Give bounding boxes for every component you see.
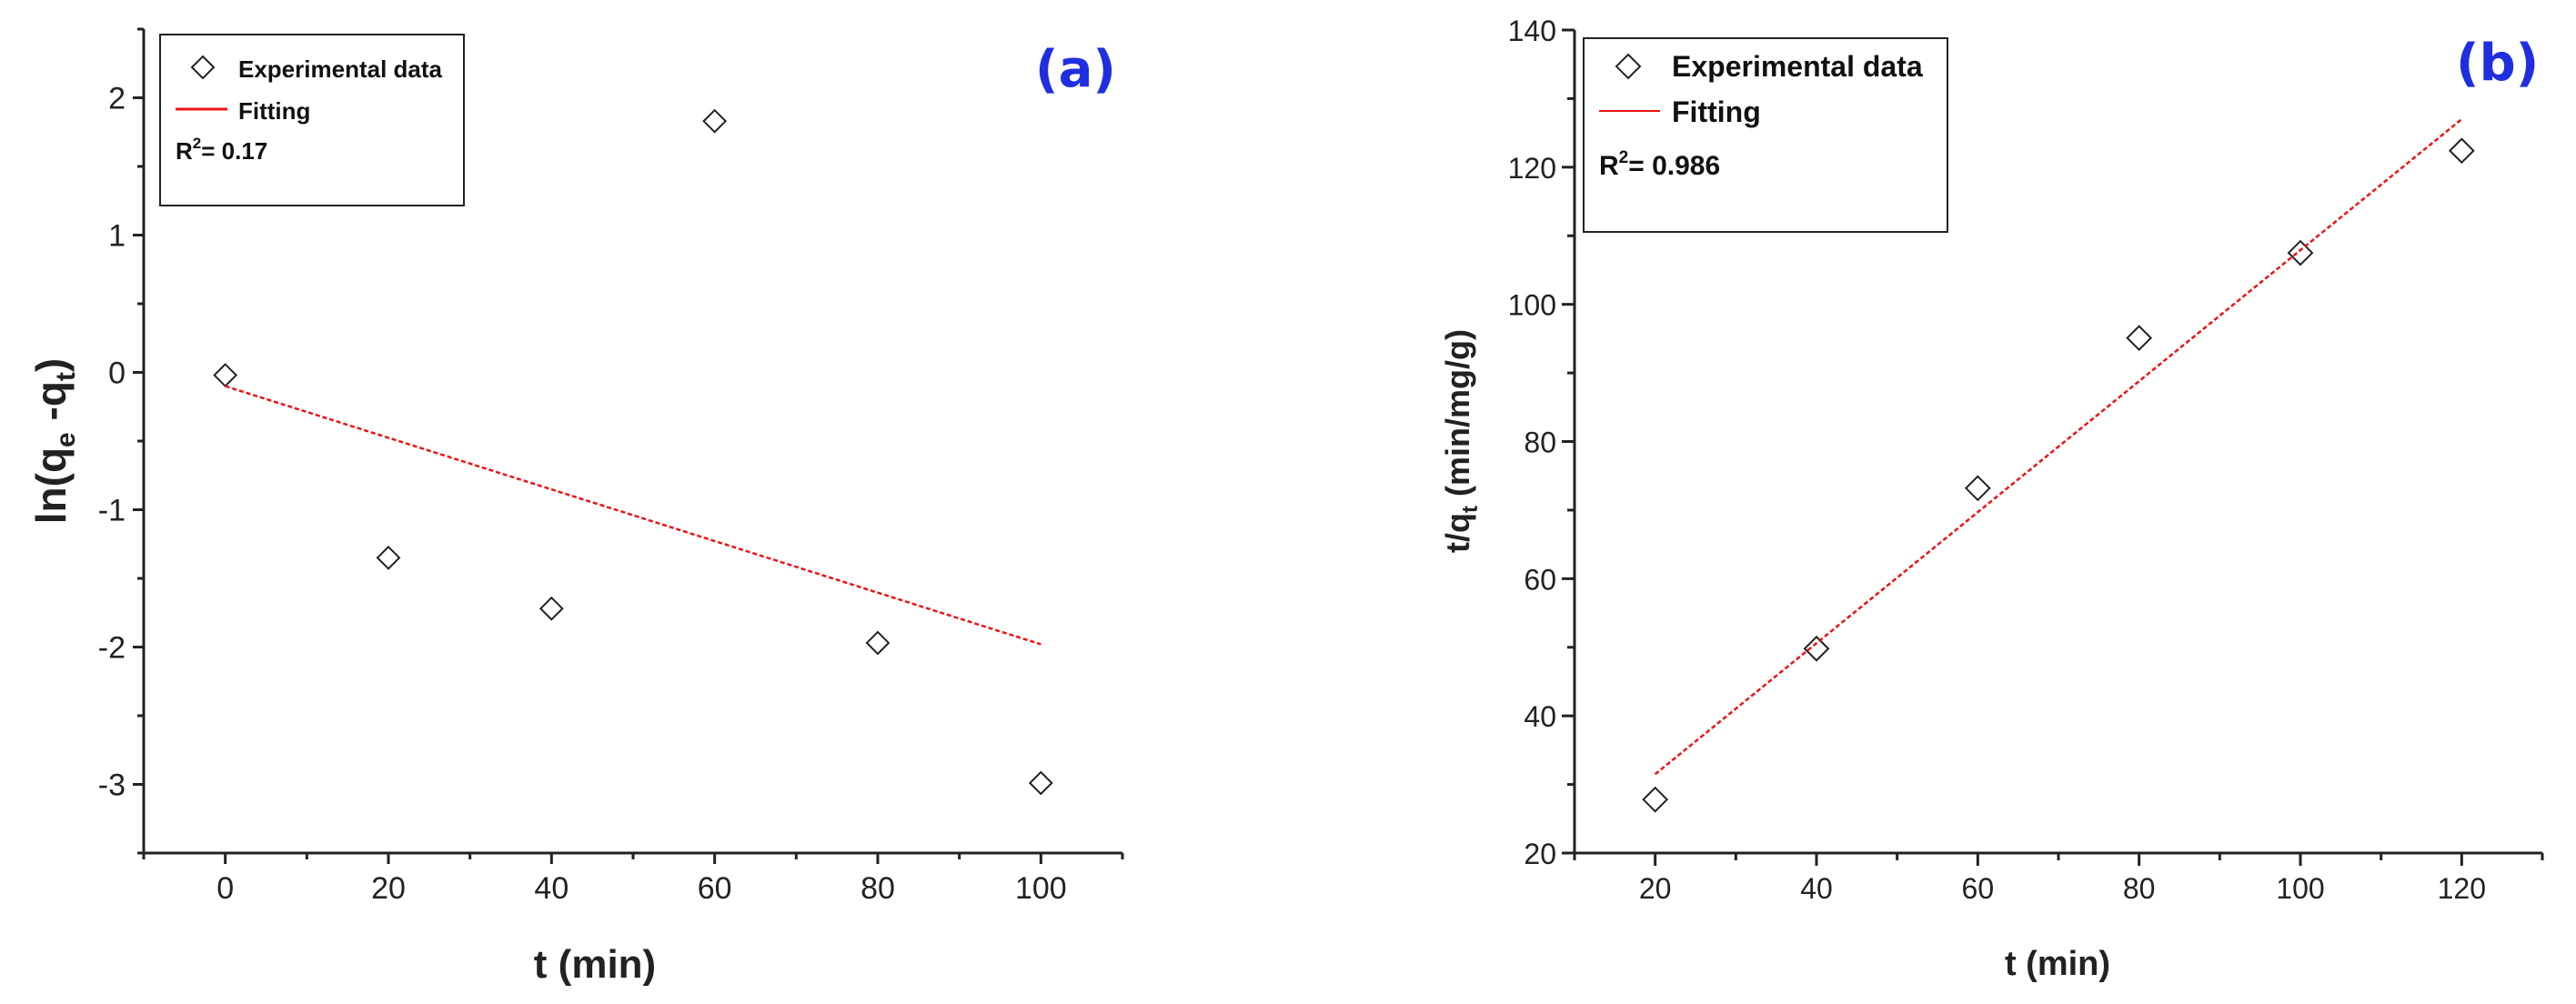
panel-label-a: (a) xyxy=(1035,40,1116,99)
legend-label-experimental: Experimental data xyxy=(238,55,443,83)
data-point-diamond xyxy=(1642,786,1669,813)
x-tick-label: 40 xyxy=(1800,872,1833,905)
data-point-diamond xyxy=(2126,325,2153,352)
y-tick-label: 140 xyxy=(1508,15,1556,47)
y-tick-label: -2 xyxy=(98,631,126,666)
legend-marker-diamond-icon xyxy=(190,55,216,80)
x-tick-label: 40 xyxy=(534,871,569,906)
x-tick-label: 20 xyxy=(371,871,406,906)
data-point-diamond xyxy=(702,108,728,134)
panel-label-b: (b) xyxy=(2456,34,2539,93)
y-tick-label: 1 xyxy=(108,219,126,254)
series-layer xyxy=(213,108,1053,796)
data-point-diamond xyxy=(2448,137,2475,165)
x-tick-label: 20 xyxy=(1639,872,1672,905)
axes-ticks: 0 20 40 60 80 100 -3 -2 -1 0 1 2 xyxy=(98,27,1124,906)
y-tick-label: 2 xyxy=(108,82,126,116)
y-tick-label: 20 xyxy=(1524,838,1556,870)
legend-r2: R2= 0.986 xyxy=(1599,148,1720,181)
x-tick-label: 60 xyxy=(698,871,732,906)
legend-marker-diamond-icon xyxy=(1615,53,1642,80)
x-tick-label: 0 xyxy=(216,871,234,906)
fit-line xyxy=(225,385,1041,646)
x-axis-title: t (min) xyxy=(2005,945,2110,983)
legend-r2: R2= 0.17 xyxy=(176,135,267,165)
legend-box xyxy=(1583,37,1948,233)
legend-label-fitting: Fitting xyxy=(238,97,310,125)
y-tick-label: -3 xyxy=(98,768,126,803)
x-axis-title: t (min) xyxy=(534,942,656,987)
data-point-diamond xyxy=(1964,475,1991,502)
x-tick-label: 80 xyxy=(860,871,895,906)
series-layer xyxy=(1642,118,2475,813)
data-point-diamond xyxy=(1028,770,1053,796)
data-point-diamond xyxy=(213,363,238,387)
y-tick-label: 80 xyxy=(1524,427,1556,459)
y-tick-label: 40 xyxy=(1524,700,1556,733)
x-tick-label: 120 xyxy=(2438,872,2486,905)
axes-ticks: 20 40 60 80 100 120 20 40 60 80 100 120 140 xyxy=(1508,15,2544,905)
y-axis-title: t/qt (min/mg/g) xyxy=(1439,329,1483,553)
legend-label-fitting: Fitting xyxy=(1672,95,1761,128)
data-point-diamond xyxy=(1803,635,1830,662)
legend-label-experimental: Experimental data xyxy=(1672,50,1923,83)
y-axis-title: ln(qe -qt) xyxy=(27,358,81,525)
legend: Experimental data Fitting R2= 0.17 xyxy=(159,34,465,206)
chart-panel-b: 20 40 60 80 100 120 20 40 60 80 100 120 140 Experime… xyxy=(1439,15,2544,983)
x-tick-label: 60 xyxy=(1962,872,1995,905)
data-point-diamond xyxy=(538,596,564,621)
data-point-diamond xyxy=(2287,239,2314,266)
y-tick-label: 0 xyxy=(108,356,126,391)
legend: Experimental data Fitting R2= 0.986 xyxy=(1583,37,1948,233)
y-tick-label: 60 xyxy=(1524,563,1556,596)
fit-line xyxy=(1654,118,2463,776)
x-tick-label: 100 xyxy=(2276,872,2324,905)
y-tick-label: 120 xyxy=(1508,152,1556,185)
x-tick-label: 100 xyxy=(1015,871,1067,906)
y-tick-label: 100 xyxy=(1508,289,1556,322)
data-point-diamond xyxy=(865,630,891,656)
y-tick-label: -1 xyxy=(98,494,126,528)
chart-panel-a: 0 20 40 60 80 100 -3 -2 -1 0 1 2 Experimental data … xyxy=(27,27,1124,987)
x-tick-label: 80 xyxy=(2123,872,2156,905)
data-point-diamond xyxy=(376,545,401,570)
